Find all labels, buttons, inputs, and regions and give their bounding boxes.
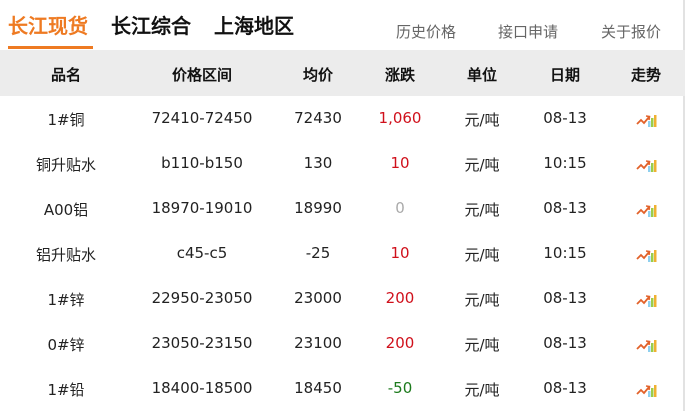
column-header: 涨跌 <box>384 66 416 84</box>
trend-up-icon[interactable] <box>636 292 658 307</box>
cell-range: c45-c5 <box>176 244 228 262</box>
cell-change: 10 <box>390 244 410 262</box>
trend-up-icon[interactable] <box>636 157 658 172</box>
api-apply-link[interactable]: 接口申请 <box>498 23 559 41</box>
cell-change: 10 <box>390 154 410 172</box>
cell-name: 0#锌 <box>47 336 85 354</box>
cell-unit: 元/吨 <box>464 111 500 129</box>
cell-date: 10:15 <box>543 244 587 262</box>
cell-avg: -25 <box>305 244 331 262</box>
table-header: 品名 价格区间 均价 涨跌 单位 日期 走势 <box>0 50 685 96</box>
active-tab-indicator <box>8 46 93 49</box>
tab-changjiang-spot[interactable]: 长江现货 <box>8 14 88 38</box>
cell-name: 1#铅 <box>47 381 85 399</box>
cell-name: 1#锌 <box>47 291 85 309</box>
trend-up-icon[interactable] <box>636 112 658 127</box>
cell-avg: 23000 <box>294 289 342 307</box>
cell-name: 铝升贴水 <box>35 246 97 264</box>
cell-unit: 元/吨 <box>464 381 500 399</box>
cell-avg: 72430 <box>294 109 342 127</box>
cell-range: 18400-18500 <box>151 379 253 397</box>
cell-avg: 23100 <box>294 334 342 352</box>
trend-up-icon[interactable] <box>636 247 658 262</box>
cell-change: -50 <box>387 379 413 397</box>
column-header: 品名 <box>50 66 82 84</box>
table-row: 铜升贴水 b110-b150 130 10 元/吨 10:15 <box>0 141 685 186</box>
table-row: 1#锌 22950-23050 23000 200 元/吨 08-13 <box>0 276 685 321</box>
cell-range: b110-b150 <box>161 154 243 172</box>
column-header: 价格区间 <box>171 66 233 84</box>
column-header: 日期 <box>549 66 581 84</box>
history-price-link[interactable]: 历史价格 <box>396 23 457 41</box>
cell-date: 08-13 <box>543 289 587 307</box>
cell-change: 200 <box>385 334 415 352</box>
cell-date: 08-13 <box>543 379 587 397</box>
cell-range: 18970-19010 <box>151 199 253 217</box>
top-nav: 长江现货 长江综合 上海地区 历史价格 接口申请 关于报价 <box>0 0 685 50</box>
table-row: 铝升贴水 c45-c5 -25 10 元/吨 10:15 <box>0 231 685 276</box>
table-row: A00铝 18970-19010 18990 0 元/吨 08-13 <box>0 186 685 231</box>
cell-name: A00铝 <box>43 201 89 219</box>
cell-name: 1#铜 <box>47 111 85 129</box>
cell-avg: 130 <box>303 154 333 172</box>
tab-changjiang-composite[interactable]: 长江综合 <box>111 14 191 38</box>
cell-range: 23050-23150 <box>151 334 253 352</box>
cell-unit: 元/吨 <box>464 291 500 309</box>
column-header: 走势 <box>630 66 662 84</box>
cell-change: 200 <box>385 289 415 307</box>
cell-date: 10:15 <box>543 154 587 172</box>
table-row: 0#锌 23050-23150 23100 200 元/吨 08-13 <box>0 321 685 366</box>
trend-up-icon[interactable] <box>636 337 658 352</box>
cell-unit: 元/吨 <box>464 246 500 264</box>
tab-shanghai-region[interactable]: 上海地区 <box>214 14 294 38</box>
cell-date: 08-13 <box>543 109 587 127</box>
cell-date: 08-13 <box>543 334 587 352</box>
cell-avg: 18450 <box>294 379 342 397</box>
cell-unit: 元/吨 <box>464 201 500 219</box>
column-header: 均价 <box>302 66 334 84</box>
table-row: 1#铅 18400-18500 18450 -50 元/吨 08-13 <box>0 366 685 411</box>
column-header: 单位 <box>466 66 498 84</box>
cell-date: 08-13 <box>543 199 587 217</box>
cell-range: 72410-72450 <box>151 109 253 127</box>
cell-range: 22950-23050 <box>151 289 253 307</box>
cell-change: 1,060 <box>378 109 422 127</box>
about-quote-link[interactable]: 关于报价 <box>601 23 662 41</box>
cell-change: 0 <box>395 199 405 217</box>
trend-up-icon[interactable] <box>636 202 658 217</box>
cell-unit: 元/吨 <box>464 336 500 354</box>
cell-avg: 18990 <box>294 199 342 217</box>
cell-name: 铜升贴水 <box>35 156 97 174</box>
cell-unit: 元/吨 <box>464 156 500 174</box>
trend-up-icon[interactable] <box>636 382 658 397</box>
table-row: 1#铜 72410-72450 72430 1,060 元/吨 08-13 <box>0 96 685 141</box>
